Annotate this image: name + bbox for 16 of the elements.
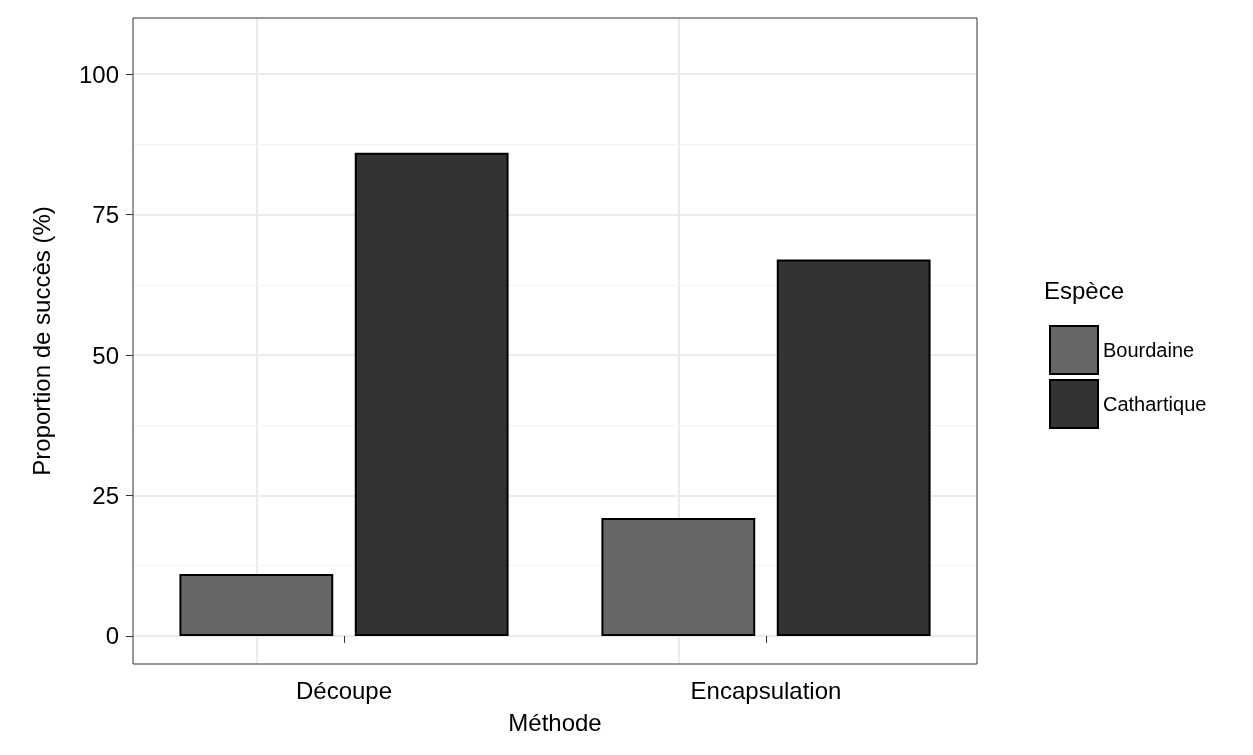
bar [601,517,756,636]
y-tick-label: 75 [92,201,119,229]
x-tick-label: Encapsulation [690,676,842,704]
x-axis-title: Méthode [508,708,602,736]
y-tick-label: 0 [105,622,119,650]
legend-label: Cathartique [1103,393,1207,415]
bar [776,259,931,636]
y-tick-label: 25 [92,481,119,509]
x-tick-label: Découpe [295,676,393,704]
y-axis-title: Proportion de succès (%) [27,206,55,476]
legend-label: Bourdaine [1103,339,1195,361]
legend-title: Espèce [1044,276,1125,304]
y-tick-label: 100 [78,60,119,88]
bar [354,152,509,636]
y-tick-label: 50 [92,341,119,369]
bar [179,574,334,636]
